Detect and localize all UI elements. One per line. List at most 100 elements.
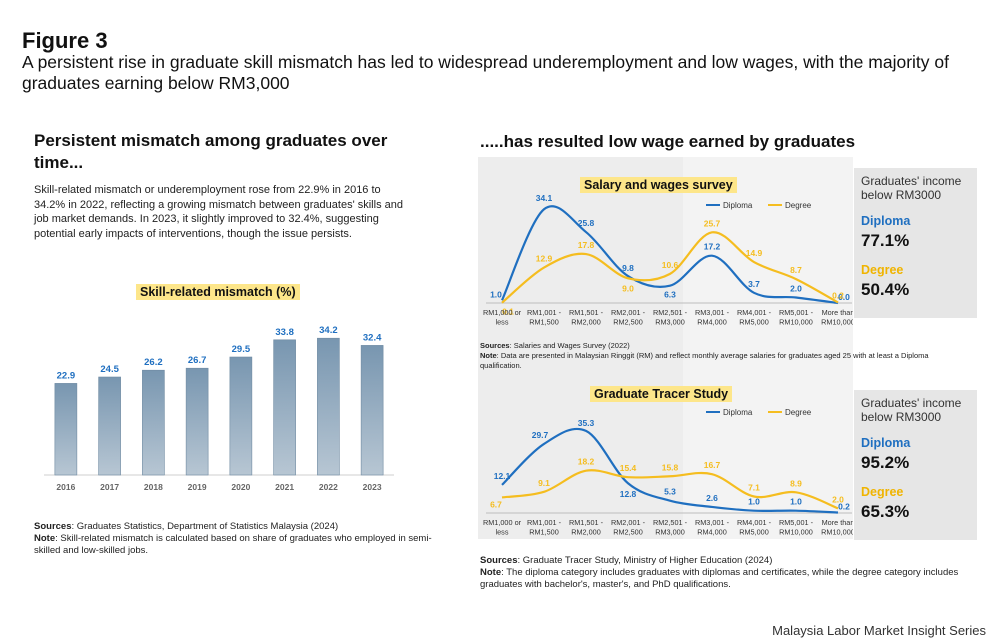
bar — [54, 383, 78, 476]
left-sources-label: Sources — [34, 521, 72, 532]
data-label-degree: 14.9 — [746, 248, 763, 258]
bar-chart: 22.9 2016 24.5 2017 26.2 2018 26.7 2019 29.5 2020… — [44, 325, 394, 492]
x-tick-label: 2022 — [319, 482, 338, 492]
chart-panel-shade-light — [683, 157, 853, 539]
x-tick-label: RM2,501 -RM3,000 — [653, 308, 688, 327]
data-label-degree: 0.1 — [502, 307, 514, 317]
bar-data-label: 29.5 — [232, 344, 251, 355]
data-label-degree: 9.0 — [622, 283, 634, 293]
bar-chart-title: Skill-related mismatch (%) — [136, 284, 300, 300]
tracer-sources-text: : Graduate Tracer Study, Ministry of Hig… — [517, 555, 773, 566]
series-line-diploma — [501, 427, 839, 514]
data-label-diploma: 1.0 — [748, 497, 760, 507]
bar — [317, 337, 340, 476]
data-label-diploma: 17.2 — [704, 242, 721, 252]
survey-note-label: Note — [480, 351, 497, 360]
data-label-diploma: 3.7 — [748, 279, 760, 289]
tracer-note-text: : The diploma category includes graduate… — [480, 567, 959, 590]
left-sources-text: : Graduates Statistics, Department of St… — [71, 521, 339, 532]
data-label-degree: 16.7 — [704, 460, 721, 470]
x-tick-label: 2019 — [188, 482, 207, 492]
data-label-degree: 12.9 — [536, 254, 553, 264]
data-label-diploma: 1.0 — [790, 497, 802, 507]
x-tick-label: More than RM10,000 — [821, 308, 853, 327]
x-tick-label: 2016 — [56, 482, 75, 492]
bar-data-label: 32.4 — [363, 332, 382, 343]
series-line-diploma — [501, 205, 839, 305]
right-heading: .....has resulted low wage earned by gra… — [480, 132, 856, 151]
data-label-diploma: 2.6 — [706, 493, 718, 503]
bar-data-label: 26.2 — [144, 357, 163, 368]
data-label-degree: 10.6 — [662, 260, 679, 270]
figure-label: Figure 3 — [22, 28, 108, 53]
data-label-degree: 25.7 — [704, 218, 721, 228]
data-label-degree: 8.7 — [790, 265, 802, 275]
survey-note-text: : Data are presented in Malaysian Ringgi… — [480, 351, 929, 370]
income-diploma-value: 77.1% — [861, 231, 910, 250]
x-tick-label: RM1,501 -RM2,000 — [569, 308, 604, 327]
bar-data-label: 22.9 — [57, 370, 76, 381]
data-label-diploma: 0.2 — [838, 502, 850, 512]
income-degree-value: 50.4% — [861, 280, 910, 299]
legend-label: Diploma — [723, 201, 753, 210]
bar-data-label: 26.7 — [188, 355, 207, 366]
left-body-text: Skill-related mismatch or underemploymen… — [34, 184, 403, 240]
x-tick-label: RM4,001 -RM5,000 — [737, 518, 772, 537]
data-label-diploma: 0.0 — [838, 292, 850, 302]
tracer-chart-title: Graduate Tracer Study — [590, 386, 733, 402]
bar-data-label: 24.5 — [100, 364, 119, 375]
x-tick-label: RM2,001 -RM2,500 — [611, 308, 646, 327]
data-label-degree: 7.1 — [748, 482, 760, 492]
x-tick-label: 2017 — [100, 482, 119, 492]
data-label-degree: 15.8 — [662, 462, 679, 472]
bar — [273, 339, 296, 476]
survey-sources-label: Sources — [480, 341, 510, 350]
data-label-degree: 2.0 — [832, 494, 844, 504]
x-tick-label: RM1,000 or less — [483, 518, 522, 537]
x-tick-label: RM1,000 or less — [483, 308, 522, 327]
legend-label: Degree — [785, 201, 812, 210]
income-diploma-value: 95.2% — [861, 453, 910, 472]
data-label-diploma: 35.3 — [578, 418, 595, 428]
income-degree-value: 65.3% — [861, 502, 910, 521]
bar — [185, 367, 209, 476]
figure-title: A persistent rise in graduate skill mism… — [22, 52, 949, 93]
bar-data-label: 33.8 — [275, 327, 294, 338]
footer-series-label: Malaysia Labor Market Insight Series — [772, 623, 986, 638]
x-tick-label: 2023 — [363, 482, 382, 492]
survey-line-chart: 1.0 34.1 25.8 9.8 6.3 17.2 3.7 2.0 0.0 0.1 12.9 17.… — [483, 193, 853, 327]
x-tick-label: RM2,501 -RM3,000 — [653, 518, 688, 537]
data-label-degree: 8.9 — [790, 478, 802, 488]
x-tick-label: RM2,001 -RM2,500 — [611, 518, 646, 537]
income-box-heading: Graduates' income below RM3000 — [861, 396, 962, 424]
x-tick-label: RM1,001 -RM1,500 — [527, 308, 562, 327]
income-degree-label: Degree — [861, 263, 904, 277]
x-tick-label: RM3,001 -RM4,000 — [695, 308, 730, 327]
data-label-diploma: 1.0 — [490, 289, 502, 299]
bar — [142, 369, 165, 476]
data-label-diploma: 29.7 — [532, 430, 549, 440]
series-line-degree — [501, 469, 839, 510]
data-label-diploma: 6.3 — [664, 290, 676, 300]
x-tick-label: RM4,001 -RM5,000 — [737, 308, 772, 327]
income-degree-label: Degree — [861, 485, 904, 499]
tracer-line-chart: 12.1 29.7 35.3 12.8 5.3 2.6 1.0 1.0 0.2 6.7 9.1 18.… — [483, 408, 853, 537]
x-tick-label: RM1,001 -RM1,500 — [527, 518, 562, 537]
data-label-diploma: 34.1 — [536, 193, 553, 203]
x-tick-label: RM1,501 -RM2,000 — [569, 518, 604, 537]
x-tick-label: RM5,001 -RM10,000 — [779, 518, 814, 537]
survey-sources: Sources: Salaries and Wages Survey (2022… — [480, 341, 960, 371]
x-tick-label: 2018 — [144, 482, 163, 492]
data-label-diploma: 25.8 — [578, 218, 595, 228]
bar — [229, 356, 253, 476]
bar — [360, 345, 384, 476]
tracer-sources: Sources: Graduate Tracer Study, Ministry… — [480, 555, 980, 591]
left-note-label: Note — [34, 533, 56, 544]
x-tick-label: 2021 — [275, 482, 294, 492]
tracer-note-label: Note — [480, 567, 502, 578]
legend-label: Diploma — [723, 408, 753, 417]
data-label-diploma: 12.1 — [494, 471, 511, 481]
legend-label: Degree — [785, 408, 812, 417]
data-label-degree: 0.2 — [832, 290, 844, 300]
x-tick-label: 2020 — [231, 482, 250, 492]
